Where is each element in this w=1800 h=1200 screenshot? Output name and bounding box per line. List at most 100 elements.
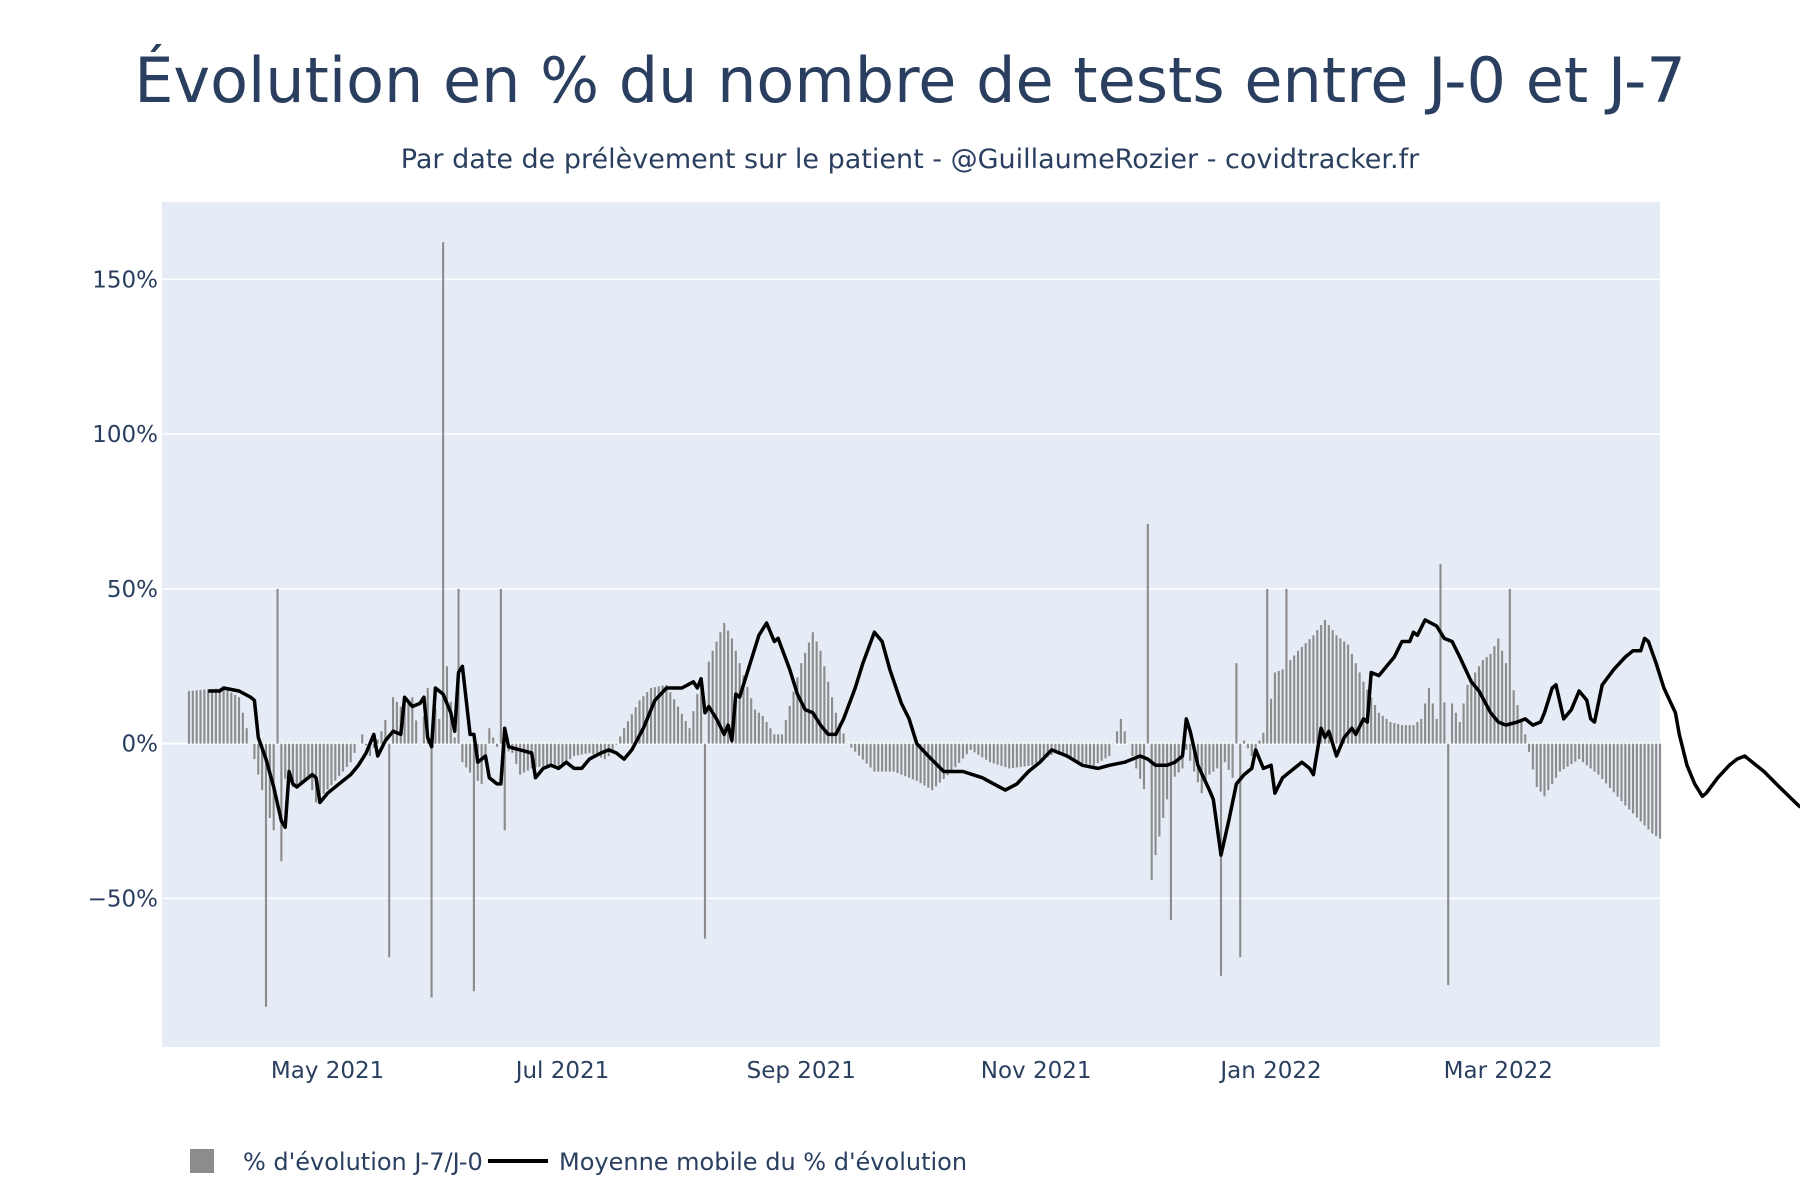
bar — [854, 743, 857, 752]
bar — [1216, 743, 1219, 769]
bar — [295, 743, 298, 785]
chart-subtitle: Par date de prélèvement sur le patient -… — [401, 144, 1420, 175]
bar — [1658, 743, 1662, 839]
bar — [546, 743, 549, 766]
y-tick-label: 50% — [107, 577, 158, 603]
bar — [1404, 725, 1407, 744]
bar — [1381, 715, 1384, 744]
bar — [1554, 743, 1558, 778]
bar — [938, 743, 941, 783]
bar — [900, 743, 903, 775]
bar — [1447, 743, 1450, 986]
bar — [1158, 743, 1161, 837]
plot-area — [162, 202, 1660, 1047]
bar — [288, 743, 291, 783]
bar — [788, 705, 791, 744]
bar — [896, 743, 899, 774]
bar — [1420, 718, 1423, 744]
bar — [626, 721, 630, 744]
bar — [877, 743, 880, 772]
bar — [1339, 638, 1342, 744]
bar — [438, 718, 441, 744]
bar — [484, 743, 487, 757]
bar — [526, 743, 529, 771]
bar — [773, 734, 776, 744]
bar — [430, 743, 433, 998]
bar — [1011, 743, 1015, 768]
bar — [330, 743, 333, 786]
x-tick-label: Jul 2021 — [514, 1058, 610, 1084]
bar — [908, 743, 911, 778]
bar — [738, 663, 741, 744]
bar — [380, 731, 383, 744]
bar — [1620, 743, 1623, 802]
bar — [1458, 722, 1461, 744]
bar — [492, 737, 495, 744]
bar-series — [187, 242, 1662, 1007]
bar — [1231, 743, 1234, 778]
bar — [1092, 743, 1095, 766]
bar — [1246, 743, 1250, 749]
bar — [361, 734, 364, 744]
bar — [561, 743, 564, 766]
bar — [1146, 523, 1149, 744]
bar — [831, 697, 834, 744]
bar — [322, 743, 325, 794]
bar — [1531, 743, 1534, 770]
bar — [796, 677, 799, 744]
bar — [742, 675, 745, 744]
bar — [1354, 663, 1357, 744]
bar — [264, 743, 268, 1007]
bar — [1570, 743, 1573, 765]
bar — [1443, 702, 1446, 744]
bar — [784, 720, 787, 744]
bar — [1431, 703, 1434, 744]
bar — [557, 743, 560, 769]
bar — [730, 638, 733, 744]
bar — [1127, 743, 1130, 745]
bar — [1454, 712, 1457, 744]
bar — [665, 684, 668, 744]
bar — [1385, 718, 1388, 744]
legend-bar-swatch[interactable] — [190, 1149, 214, 1173]
bar — [515, 743, 518, 764]
bar — [499, 588, 502, 744]
bar — [942, 743, 945, 779]
bar — [1393, 723, 1396, 744]
bar — [1081, 743, 1084, 764]
bar — [1062, 743, 1065, 757]
bar — [1377, 712, 1380, 744]
legend-bar-label[interactable]: % d'évolution J-7/J-0 — [243, 1148, 483, 1176]
bar — [1574, 743, 1577, 762]
bar — [1485, 657, 1488, 744]
bar — [1219, 743, 1223, 976]
bar — [619, 736, 622, 744]
bar — [218, 688, 221, 744]
bar — [1408, 725, 1411, 744]
bar — [1624, 743, 1627, 806]
bar — [368, 743, 372, 757]
bar — [846, 743, 849, 745]
bar — [1115, 731, 1119, 744]
bar — [341, 743, 345, 772]
bar — [1289, 660, 1292, 744]
bar — [1266, 588, 1269, 744]
bar — [314, 743, 318, 803]
bar — [1100, 743, 1103, 761]
bar — [615, 743, 618, 745]
y-axis-ticks: −50% 0% 50% 100% 150% — [88, 267, 158, 912]
bar — [977, 743, 980, 755]
bar — [792, 691, 795, 744]
bar — [842, 733, 845, 744]
bar — [1235, 663, 1238, 744]
bar — [1524, 734, 1527, 744]
bar — [669, 692, 672, 744]
bar — [642, 696, 645, 744]
bar — [1035, 743, 1038, 764]
bar — [1397, 724, 1400, 744]
bar — [1085, 743, 1088, 764]
legend-line-label[interactable]: Moyenne mobile du % d'évolution — [559, 1148, 967, 1176]
x-axis-ticks: May 2021 Jul 2021 Sep 2021 Nov 2021 Jan 2022… — [271, 1058, 1553, 1084]
y-tick-label: 100% — [92, 422, 158, 448]
bar — [1416, 722, 1419, 744]
